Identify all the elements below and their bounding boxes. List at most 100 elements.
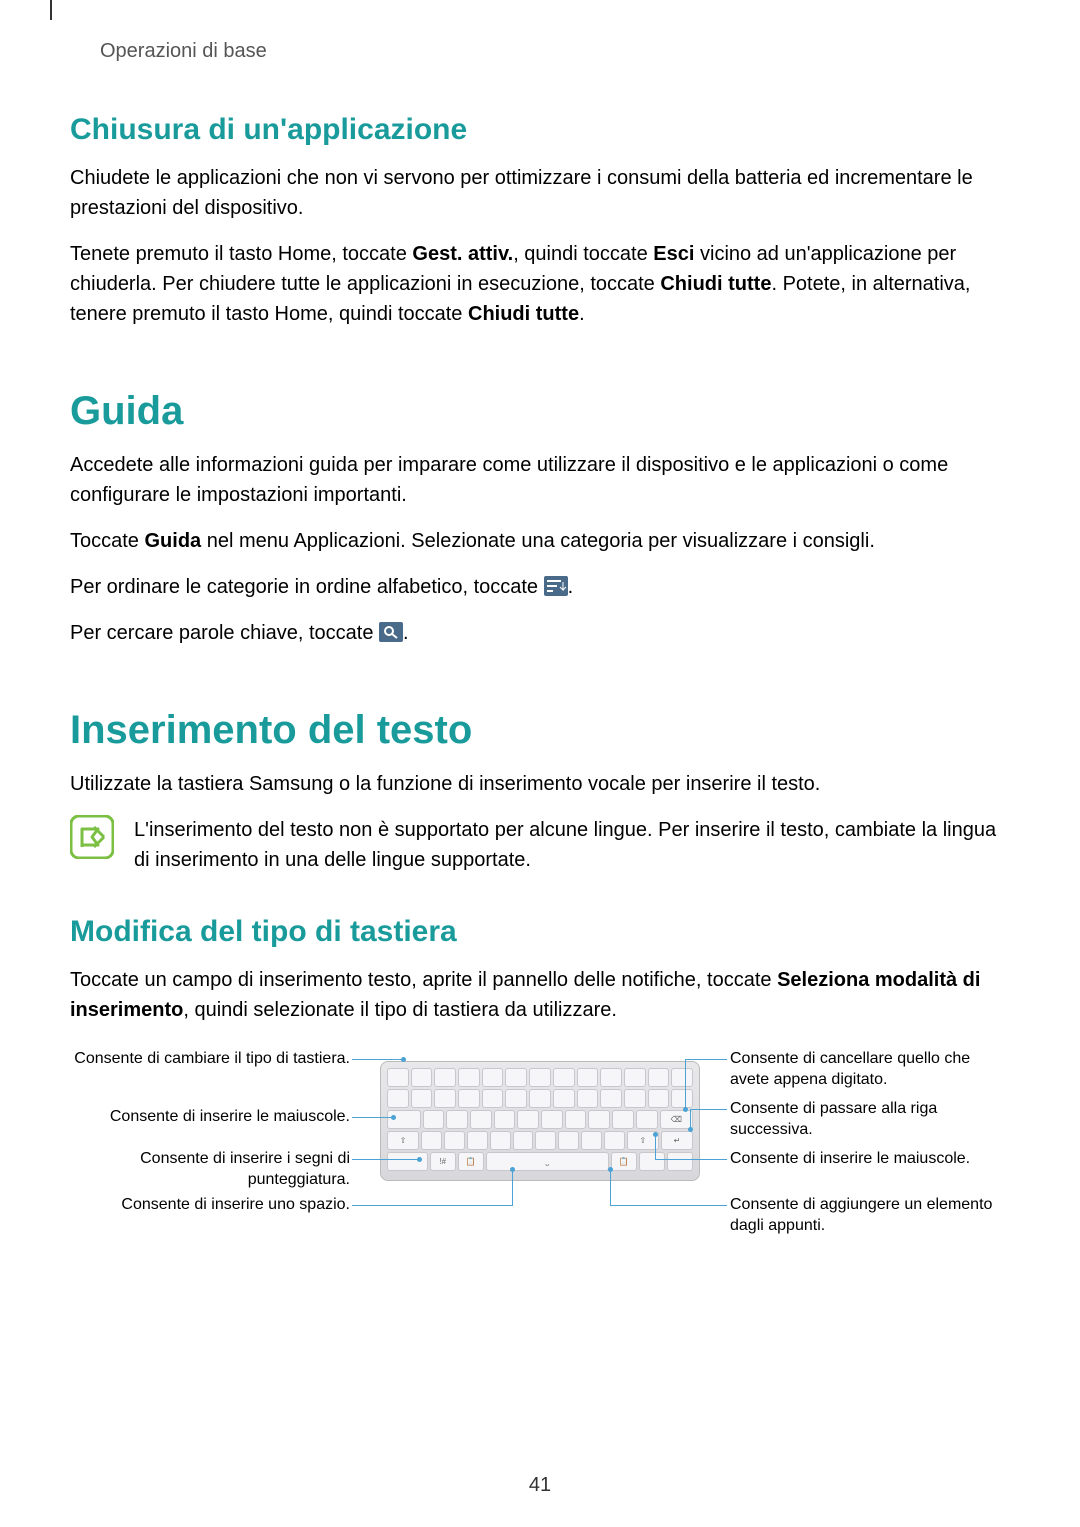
key: [577, 1068, 599, 1087]
bold-chiudi-tutte-1: Chiudi tutte: [660, 273, 771, 295]
leader-line: [690, 1109, 727, 1110]
key: [671, 1089, 693, 1108]
key: [494, 1110, 516, 1129]
note-block: L'inserimento del testo non è supportato…: [70, 815, 1010, 875]
key: [541, 1110, 563, 1129]
callout-clipboard: Consente di aggiungere un elemento dagli…: [730, 1195, 1010, 1237]
bold-guida: Guida: [144, 530, 201, 552]
key: [421, 1131, 442, 1150]
heading-close-app: Chiusura di un'applicazione: [70, 113, 1010, 147]
key: [558, 1131, 579, 1150]
key: [667, 1152, 693, 1171]
key: [671, 1068, 693, 1087]
key: [387, 1068, 409, 1087]
text: Tenete premuto il tasto Home, toccate: [70, 243, 412, 265]
key: [458, 1068, 480, 1087]
callout-caps-left: Consente di inserire le maiuscole.: [70, 1107, 350, 1128]
keyboard-row: !# 📋 ⎵ 📋: [387, 1152, 693, 1171]
key: [505, 1068, 527, 1087]
para-guida-2: Toccate Guida nel menu Applicazioni. Sel…: [70, 526, 1010, 556]
keyboard-illustration: ⌫ ⇧⇧↵ !# 📋 ⎵ 📋: [380, 1061, 700, 1181]
page-tab-mark: [50, 0, 52, 20]
key: [387, 1089, 409, 1108]
search-icon: [379, 621, 403, 641]
key: [581, 1131, 602, 1150]
key: [490, 1131, 511, 1150]
key: [517, 1110, 539, 1129]
leader-tip: [401, 1057, 406, 1062]
key: [411, 1068, 433, 1087]
leader-line: [690, 1109, 691, 1129]
para-guida-4: Per cercare parole chiave, toccate .: [70, 618, 1010, 648]
key-clip-right: 📋: [611, 1152, 637, 1171]
page-content: Operazioni di base Chiusura di un'applic…: [0, 0, 1080, 1265]
leader-tip: [688, 1127, 693, 1132]
key: [553, 1089, 575, 1108]
leader-line: [610, 1170, 611, 1206]
key: [470, 1110, 492, 1129]
leader-tip: [417, 1157, 422, 1162]
key: [600, 1068, 622, 1087]
key: [482, 1089, 504, 1108]
leader-line: [655, 1159, 727, 1160]
note-text: L'inserimento del testo non è supportato…: [134, 815, 1010, 875]
key: [553, 1068, 575, 1087]
key: [624, 1068, 646, 1087]
leader-tip: [510, 1167, 515, 1172]
key: [624, 1089, 646, 1108]
bold-gest-attiv: Gest. attiv.: [412, 243, 513, 265]
para-modifica-1: Toccate un campo di inserimento testo, a…: [70, 965, 1010, 1025]
text: , quindi selezionate il tipo di tastiera…: [183, 999, 617, 1021]
key: [535, 1131, 556, 1150]
key: [467, 1131, 488, 1150]
callout-caps-right: Consente di inserire le maiuscole.: [730, 1149, 1010, 1170]
keyboard-row: [387, 1089, 693, 1108]
leader-tip: [683, 1107, 688, 1112]
callout-newline: Consente di passare alla riga successiva…: [730, 1099, 1010, 1141]
key: [446, 1110, 468, 1129]
callout-change-type: Consente di cambiare il tipo di tastiera…: [70, 1049, 350, 1070]
para-guida-3: Per ordinare le categorie in ordine alfa…: [70, 572, 1010, 602]
key: [423, 1110, 445, 1129]
text: , quindi toccate: [513, 243, 653, 265]
key: [529, 1089, 551, 1108]
para-guida-1: Accedete alle informazioni guida per imp…: [70, 450, 1010, 510]
key: [444, 1131, 465, 1150]
key-mode: [387, 1152, 428, 1171]
leader-line: [655, 1135, 656, 1160]
key: [648, 1089, 670, 1108]
keyboard-row: [387, 1068, 693, 1087]
leader-tip: [653, 1132, 658, 1137]
note-icon: [70, 815, 114, 859]
leader-line: [685, 1059, 727, 1060]
key-symbols: !#: [430, 1152, 456, 1171]
key: [434, 1068, 456, 1087]
para-close-app-2: Tenete premuto il tasto Home, toccate Ge…: [70, 239, 1010, 329]
key: [529, 1068, 551, 1087]
leader-line: [352, 1117, 394, 1118]
text: Toccate un campo di inserimento testo, a…: [70, 969, 777, 991]
sort-az-icon: [544, 575, 568, 595]
key: [505, 1089, 527, 1108]
key-backspace: ⌫: [660, 1110, 694, 1129]
text: .: [579, 303, 585, 325]
callout-punct: Consente di inserire i segni di punteggi…: [70, 1149, 350, 1191]
text: Per ordinare le categorie in ordine alfa…: [70, 576, 544, 598]
leader-line: [512, 1170, 513, 1206]
heading-inserimento: Inserimento del testo: [70, 708, 1010, 753]
key: [604, 1131, 625, 1150]
breadcrumb: Operazioni di base: [100, 40, 1010, 63]
leader-line: [352, 1159, 420, 1160]
leader-line: [610, 1205, 727, 1206]
heading-modifica-tastiera: Modifica del tipo di tastiera: [70, 915, 1010, 949]
keyboard-row: ⇧⇧↵: [387, 1131, 693, 1150]
text: Per cercare parole chiave, toccate: [70, 622, 379, 644]
leader-line: [352, 1059, 404, 1060]
key-clip: 📋: [458, 1152, 484, 1171]
text: .: [568, 576, 574, 598]
text: nel menu Applicazioni. Selezionate una c…: [201, 530, 875, 552]
key: [482, 1068, 504, 1087]
leader-line: [685, 1059, 686, 1109]
key: [458, 1089, 480, 1108]
key: [513, 1131, 534, 1150]
